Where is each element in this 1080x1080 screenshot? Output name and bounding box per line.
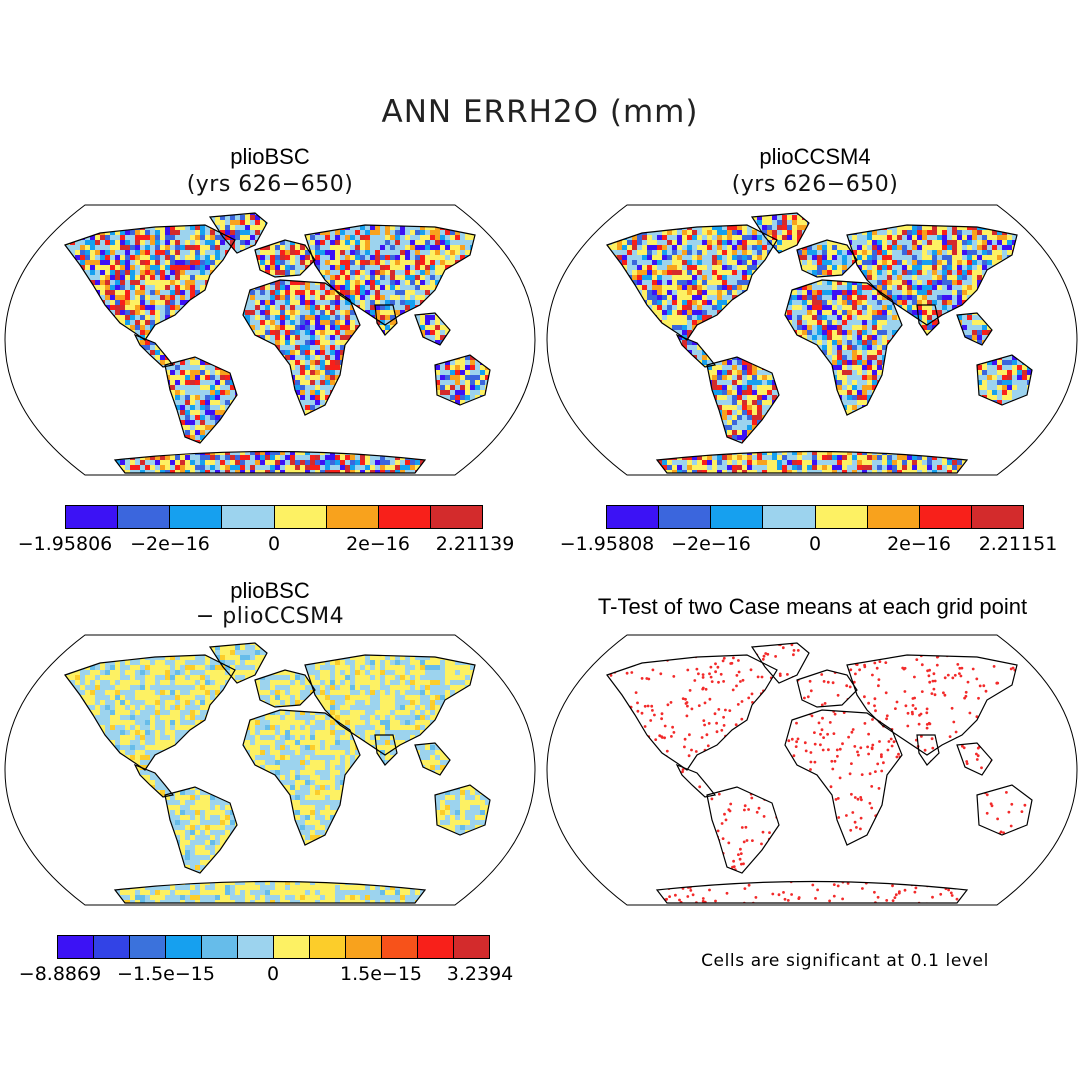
colorbar-swatch: [658, 506, 711, 528]
coastline-centralAmerica: [675, 763, 717, 798]
coastline-greenland: [208, 642, 268, 684]
coastline-northAmerica: [64, 654, 236, 771]
coastline-antarctica: [113, 450, 427, 474]
colorbar-swatch: [117, 506, 170, 528]
coastline-greenland: [750, 642, 810, 684]
coastline-southAmerica: [164, 786, 238, 874]
coastline-australia: [434, 784, 491, 836]
coastline-southAmerica: [706, 786, 780, 874]
cbar-ccsm4-label: −2e−16: [671, 533, 751, 555]
coastline-seAsia: [414, 312, 451, 346]
cbar-bsc-label: 0: [267, 533, 281, 555]
coastline-europe: [796, 669, 858, 708]
colorbar-swatch: [273, 936, 309, 958]
colorbar-swatch: [453, 936, 489, 958]
figure-title: ANN ERRH2O (mm): [381, 94, 699, 130]
cbar-ccsm4-label: −1.95808: [559, 533, 655, 555]
colorbar-bsc: [65, 505, 483, 529]
colorbar-swatch: [377, 506, 430, 528]
colorbar-swatch: [607, 506, 659, 528]
colorbar-swatch: [165, 936, 201, 958]
cbar-bsc-label: 2e−16: [346, 533, 410, 555]
cbar-diff-label: 3.2394: [446, 963, 514, 985]
cbar-ccsm4-label: 2.21151: [978, 533, 1058, 555]
coastline-seAsia: [956, 742, 993, 776]
coastline-greenland: [208, 212, 268, 254]
panel-subtitle-ccsm4: (yrs 626−650): [731, 172, 899, 197]
colorbar-swatch: [762, 506, 815, 528]
coastline-europe: [254, 239, 316, 278]
colorbar-swatch: [710, 506, 763, 528]
panel-title-ttest: T-Test of two Case means at each grid po…: [597, 594, 1028, 619]
coastline-australia: [976, 784, 1033, 836]
cbar-bsc-label: −2e−16: [130, 533, 210, 555]
coastline-centralAmerica: [675, 333, 717, 368]
cbar-ccsm4-label: 0: [808, 533, 822, 555]
coastline-southAmerica: [164, 356, 238, 444]
colorbar-swatch: [58, 936, 93, 958]
colorbar-swatch: [814, 506, 867, 528]
colorbar-swatch: [273, 506, 326, 528]
coastline-centralAmerica: [133, 763, 175, 798]
colorbar-swatch: [93, 936, 129, 958]
cbar-diff-label: 0: [266, 963, 280, 985]
colorbar-ccsm4: [606, 505, 1024, 529]
colorbar-swatch: [866, 506, 919, 528]
panel-title-bsc: plioBSC: [230, 144, 310, 169]
coastline-northAmerica: [64, 224, 236, 341]
coastline-australia: [976, 354, 1033, 406]
coastline-asia: [846, 224, 1018, 326]
cbar-diff-label: −8.8869: [18, 963, 102, 985]
cbar-bsc-label: −1.95806: [17, 533, 113, 555]
coastline-india: [916, 304, 940, 336]
map-ttest: [546, 634, 1078, 906]
coastline-europe: [796, 239, 858, 278]
coastline-india: [374, 304, 398, 336]
panel-title-diff: plioBSC: [230, 578, 310, 603]
coastline-india: [374, 734, 398, 766]
coastline-seAsia: [956, 312, 993, 346]
map-diff: [4, 634, 536, 906]
coastline-india: [916, 734, 940, 766]
colorbar-swatch: [169, 506, 222, 528]
coastline-antarctica: [113, 880, 427, 904]
cbar-bsc-label: 2.21139: [435, 533, 515, 555]
colorbar-swatch: [417, 936, 453, 958]
coastline-asia: [304, 654, 476, 756]
coastline-northAmerica: [606, 654, 778, 771]
coastline-australia: [434, 354, 491, 406]
colorbar-swatch: [381, 936, 417, 958]
coastline-southAmerica: [706, 356, 780, 444]
coastline-seAsia: [414, 742, 451, 776]
colorbar-swatch: [970, 506, 1023, 528]
colorbar-swatch: [429, 506, 482, 528]
cbar-diff-label: −1.5e−15: [117, 963, 215, 985]
colorbar-swatch: [66, 506, 118, 528]
panel-subtitle-diff: − plioCCSM4: [195, 604, 345, 629]
significance-note: Cells are significant at 0.1 level: [701, 951, 989, 971]
colorbar-swatch: [221, 506, 274, 528]
colorbar-swatch: [309, 936, 345, 958]
coastline-asia: [304, 224, 476, 326]
coastline-europe: [254, 669, 316, 708]
coastline-northAmerica: [606, 224, 778, 341]
colorbar-swatch: [237, 936, 273, 958]
cbar-ccsm4-label: 2e−16: [887, 533, 951, 555]
cbar-diff-label: 1.5e−15: [339, 963, 423, 985]
coastline-centralAmerica: [133, 333, 175, 368]
colorbar-swatch: [129, 936, 165, 958]
coastline-greenland: [750, 212, 810, 254]
panel-subtitle-bsc: (yrs 626−650): [186, 172, 354, 197]
panel-title-ccsm4: plioCCSM4: [759, 144, 871, 169]
coastline-asia: [846, 654, 1018, 756]
colorbar-swatch: [345, 936, 381, 958]
colorbar-diff: [57, 935, 490, 959]
coastline-antarctica: [655, 880, 969, 904]
colorbar-swatch: [201, 936, 237, 958]
map-bsc: [4, 204, 536, 476]
colorbar-swatch: [918, 506, 971, 528]
coastline-antarctica: [655, 450, 969, 474]
colorbar-swatch: [325, 506, 378, 528]
map-ccsm4: [546, 204, 1078, 476]
